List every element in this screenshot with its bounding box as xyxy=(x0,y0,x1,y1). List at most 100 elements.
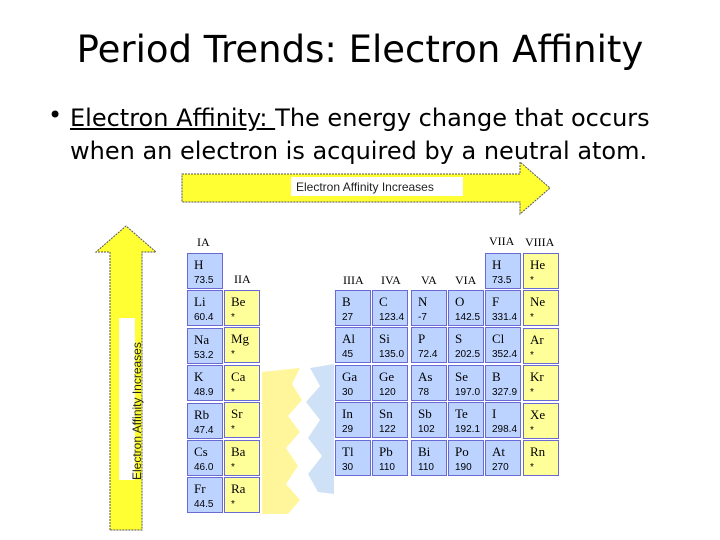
element-symbol: Po xyxy=(455,443,469,459)
affinity-value: * xyxy=(231,424,235,436)
affinity-value: 27 xyxy=(342,312,354,323)
element-symbol: S xyxy=(455,331,463,347)
affinity-value: 110 xyxy=(379,461,395,473)
torn-edge-left xyxy=(262,368,302,514)
element-cell-ar: Ar * xyxy=(523,327,559,364)
element-cell-h: H 73.5 xyxy=(485,253,521,289)
element-cell-fr: Fr 44.5 xyxy=(187,477,223,514)
affinity-value: 331.4 xyxy=(492,312,518,323)
element-symbol: Ge xyxy=(379,368,395,384)
element-cell-rn: Rn * xyxy=(523,440,559,476)
group-label-VIA: VIA xyxy=(455,273,477,287)
element-cell-c: C 123.4 xyxy=(372,290,408,326)
element-symbol: Na xyxy=(194,331,210,347)
affinity-value: 197.0 xyxy=(455,386,481,398)
element-symbol: As xyxy=(418,368,433,384)
element-symbol: Be xyxy=(231,294,246,309)
element-cell-xe: Xe * xyxy=(523,402,559,439)
element-symbol: Se xyxy=(455,368,468,384)
horizontal-arrow-label: Electron Affinity Increases xyxy=(296,180,434,194)
element-symbol: Al xyxy=(342,331,355,347)
element-symbol: Sr xyxy=(231,406,243,422)
element-symbol: Ba xyxy=(231,443,246,459)
affinity-value: 123.4 xyxy=(379,312,405,323)
element-cell-li: Li 60.4 xyxy=(187,290,223,327)
element-cell-ra: Ra * xyxy=(224,477,260,513)
element-cell-sn: Sn 122 xyxy=(372,402,408,439)
element-symbol: Xe xyxy=(530,406,546,422)
element-symbol: B xyxy=(492,368,501,384)
affinity-value: 122 xyxy=(379,424,396,436)
element-symbol: K xyxy=(194,369,204,385)
affinity-value: 110 xyxy=(418,461,434,473)
affinity-value: * xyxy=(530,424,534,436)
group-label-VIIA: VIIA xyxy=(489,234,515,248)
element-symbol: Cs xyxy=(194,444,208,459)
term-label: Electron Affinity: xyxy=(70,104,276,132)
element-cell-in: In 29 xyxy=(335,402,371,439)
affinity-value: * xyxy=(530,275,534,286)
element-symbol: Si xyxy=(379,331,390,347)
element-symbol: Fr xyxy=(194,481,206,497)
element-cell-cl: Cl 352.4 xyxy=(485,327,521,364)
group-label-IIA: IIA xyxy=(234,272,251,286)
affinity-value: * xyxy=(231,386,235,398)
slide-title: Period Trends: Electron Affinity xyxy=(76,28,644,71)
element-cell-cs: Cs 46.0 xyxy=(187,440,223,476)
bullet-marker: • xyxy=(48,101,63,129)
element-symbol: B xyxy=(342,294,351,309)
element-cell-te: Te 192.1 xyxy=(448,402,484,439)
element-cell-b: B 27 xyxy=(335,290,371,326)
element-symbol: At xyxy=(492,443,505,459)
affinity-value: 73.5 xyxy=(492,275,512,286)
torn-edge-right xyxy=(306,364,334,494)
vertical-arrow-band xyxy=(119,318,135,480)
affinity-value: 47.4 xyxy=(194,424,214,436)
element-cell-o: O 142.5 xyxy=(448,290,484,326)
affinity-value: * xyxy=(530,349,534,361)
element-cell-se: Se 197.0 xyxy=(448,364,484,401)
element-symbol: Li xyxy=(194,294,206,310)
affinity-value: 102 xyxy=(418,424,435,436)
affinity-value: * xyxy=(530,387,534,399)
affinity-value: 142.5 xyxy=(455,312,481,323)
affinity-value: 327.9 xyxy=(492,386,518,398)
element-symbol: Pb xyxy=(379,443,393,459)
element-symbol: Sn xyxy=(379,406,393,422)
element-cell-as: As 78 xyxy=(411,364,447,401)
bullet-text: Electron Affinity: The energy change tha… xyxy=(70,102,680,168)
element-symbol: N xyxy=(418,294,428,309)
element-cell-h: H 73.5 xyxy=(187,253,223,289)
affinity-value: * xyxy=(231,499,235,510)
group-label-VIIIA: VIIIA xyxy=(525,235,555,249)
element-cell-at: At 270 xyxy=(485,439,521,476)
element-cell-ne: Ne * xyxy=(523,290,559,327)
affinity-value: 73.5 xyxy=(194,275,214,286)
affinity-value: 120 xyxy=(379,386,396,398)
affinity-value: 45 xyxy=(342,349,354,361)
element-cell-f: F 331.4 xyxy=(485,290,521,326)
element-symbol: H xyxy=(492,257,502,272)
element-symbol: Ne xyxy=(530,294,546,310)
element-cell-ga: Ga 30 xyxy=(335,364,371,401)
term-definition: The energy change that occurs when an el… xyxy=(70,104,650,165)
affinity-value: 78 xyxy=(418,386,430,398)
element-symbol: P xyxy=(418,331,426,347)
element-cell-al: Al 45 xyxy=(335,327,371,364)
affinity-value: * xyxy=(530,462,534,473)
element-symbol: Ga xyxy=(342,368,358,384)
element-symbol: O xyxy=(455,294,465,309)
affinity-value: 29 xyxy=(342,424,354,436)
element-symbol: In xyxy=(342,406,353,422)
element-symbol: Bi xyxy=(418,443,431,459)
affinity-value: 270 xyxy=(492,461,509,473)
affinity-value: 192.1 xyxy=(455,424,481,436)
affinity-value: 298.4 xyxy=(492,424,518,436)
element-cell-mg: Mg * xyxy=(224,327,260,364)
affinity-value: 30 xyxy=(342,386,354,398)
element-cell-p: P 72.4 xyxy=(411,327,447,364)
affinity-value: * xyxy=(231,349,235,361)
element-symbol: Ar xyxy=(530,331,544,347)
element-symbol: C xyxy=(379,294,388,309)
affinity-value: * xyxy=(530,312,534,324)
